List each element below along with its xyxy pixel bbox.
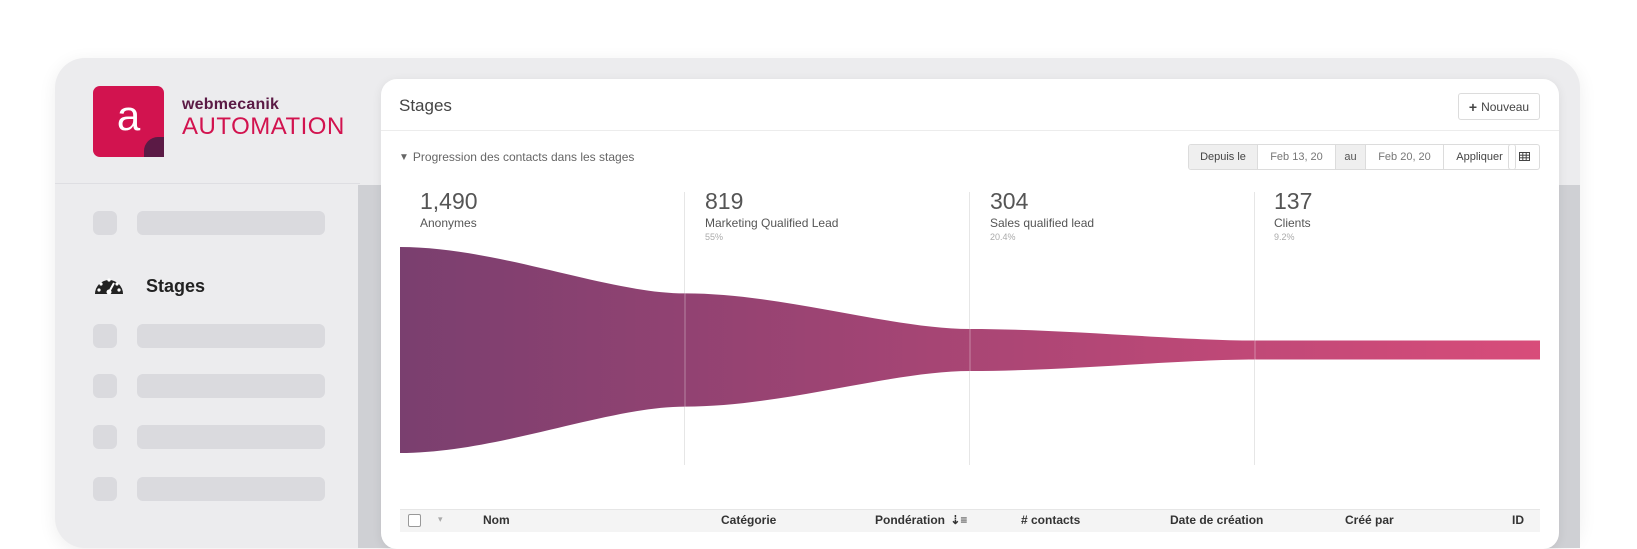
app-logo[interactable]: a <box>93 86 164 157</box>
dashboard-gauge-icon <box>93 272 125 301</box>
progression-title: Progression des contacts dans les stages <box>412 150 635 164</box>
column-header-categorie[interactable]: Catégorie <box>721 513 777 527</box>
new-stage-button[interactable]: + Nouveau <box>1458 93 1540 120</box>
sidebar-divider <box>55 183 360 184</box>
stage-count: 304 <box>990 188 1029 214</box>
stage-divider <box>1254 192 1255 465</box>
stage-name: Clients <box>1274 216 1311 230</box>
column-header-id[interactable]: ID <box>1512 513 1524 527</box>
sidebar-item-placeholder[interactable] <box>137 477 325 501</box>
sidebar-item-stages[interactable]: Stages <box>93 272 205 301</box>
stage-count: 1,490 <box>420 188 478 214</box>
column-header-ponderation[interactable]: Pondération ⇣≡ <box>875 513 967 527</box>
stage-column-sql: 304 Sales qualified lead 20.4% <box>990 188 1094 242</box>
column-header-contacts[interactable]: # contacts <box>1021 513 1081 527</box>
column-header-cree-par[interactable]: Créé par <box>1345 513 1394 527</box>
to-label: au <box>1336 145 1366 169</box>
new-button-label: Nouveau <box>1481 99 1530 114</box>
sidebar-item-placeholder[interactable] <box>137 211 325 235</box>
card-divider <box>381 130 1559 131</box>
filter-funnel-icon: ▼ <box>399 151 409 163</box>
stage-divider <box>969 192 970 465</box>
stage-percent: 55% <box>705 232 724 242</box>
date-from-input[interactable]: Feb 13, 20 <box>1258 145 1336 169</box>
select-all-checkbox[interactable] <box>408 514 421 527</box>
logo-letter: a <box>116 92 141 139</box>
stage-percent: 20.4% <box>990 232 1016 242</box>
funnel-band <box>400 247 1540 453</box>
date-range-filter: Depuis le Feb 13, 20 au Feb 20, 20 Appli… <box>1188 144 1516 170</box>
logo-corner <box>144 137 164 157</box>
sort-descending-icon: ⇣≡ <box>950 513 968 527</box>
stage-column-anonymes: 1,490 Anonymes <box>420 188 478 232</box>
since-label: Depuis le <box>1189 145 1258 169</box>
stage-count: 137 <box>1274 188 1313 214</box>
sidebar-item-placeholder[interactable] <box>137 374 325 398</box>
page-title: Stages <box>399 96 452 115</box>
table-view-button[interactable] <box>1508 144 1540 170</box>
stage-name: Sales qualified lead <box>990 216 1095 230</box>
sidebar-item-icon-placeholder <box>93 477 117 501</box>
column-header-date-creation[interactable]: Date de création <box>1170 513 1264 527</box>
sidebar-item-icon-placeholder <box>93 425 117 449</box>
brand-name-top: webmecanik <box>182 96 280 113</box>
stage-count: 819 <box>705 188 744 214</box>
sidebar-item-icon-placeholder <box>93 324 117 348</box>
stage-name: Anonymes <box>420 216 477 230</box>
column-header-nom[interactable]: Nom <box>483 513 510 527</box>
sidebar-item-icon-placeholder <box>93 374 117 398</box>
table-header <box>400 509 1540 532</box>
stage-column-clients: 137 Clients 9.2% <box>1274 188 1312 242</box>
stage-name: Marketing Qualified Lead <box>705 216 839 230</box>
sidebar-item-placeholder[interactable] <box>137 324 325 348</box>
date-to-input[interactable]: Feb 20, 20 <box>1366 145 1444 169</box>
stage-funnel-chart <box>400 247 1540 453</box>
apply-button[interactable]: Appliquer <box>1444 145 1515 169</box>
sidebar-item-label: Stages <box>146 276 206 296</box>
stage-percent: 9.2% <box>1274 232 1295 242</box>
plus-icon: + <box>1468 98 1478 115</box>
sidebar-item-icon-placeholder <box>93 211 117 235</box>
stage-column-mql: 819 Marketing Qualified Lead 55% <box>705 188 838 242</box>
brand-name-bottom: AUTOMATION <box>182 113 345 140</box>
column-header-label: Pondération <box>875 513 946 527</box>
bulk-actions-caret-icon[interactable]: ▾ <box>438 514 443 524</box>
table-grid-icon <box>1518 148 1530 166</box>
sidebar-item-placeholder[interactable] <box>137 425 325 449</box>
progression-heading: ▼ Progression des contacts dans les stag… <box>399 150 634 164</box>
